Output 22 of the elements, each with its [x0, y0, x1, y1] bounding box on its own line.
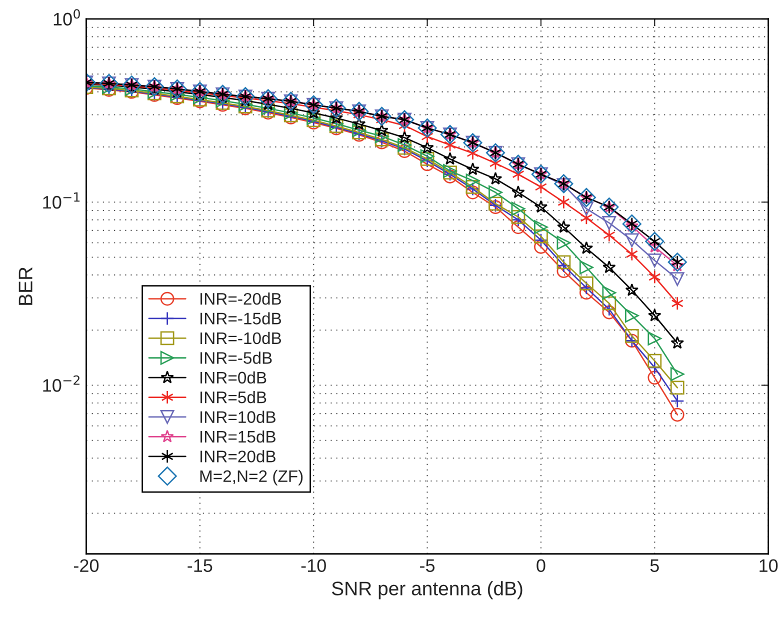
x-tick-label: -5	[420, 559, 435, 572]
x-tick-label: 5	[650, 559, 659, 572]
legend-label: M=2,N=2 (ZF)	[200, 470, 303, 486]
x-tick-label: 0	[536, 559, 546, 572]
y-tick-label: 10$^{0}$	[54, 9, 80, 26]
x-tick-label: -20	[74, 559, 99, 572]
legend-label: INR=-15dB	[200, 312, 282, 324]
legend-label: INR=20dB	[200, 450, 276, 462]
legend-label: INR=15dB	[200, 430, 276, 443]
legend-label: INR=-10dB	[200, 332, 282, 344]
x-axis-title: SNR per antenna (dB)	[332, 581, 522, 600]
legend-label: INR=-20dB	[200, 292, 282, 305]
legend-label: INR=-5dB	[200, 352, 272, 364]
legend-label: INR=10dB	[200, 410, 276, 423]
y-tick-label: 10$^{−2}$	[43, 375, 80, 392]
y-axis-title: BER	[18, 267, 32, 305]
y-tick-label: 10$^{−1}$	[43, 192, 80, 209]
x-tick-label: -15	[188, 559, 212, 572]
legend-label: INR=5dB	[200, 391, 266, 404]
legend-label: INR=0dB	[200, 371, 266, 384]
x-tick-label: -10	[301, 559, 326, 572]
x-tick-label: 10	[760, 559, 778, 572]
